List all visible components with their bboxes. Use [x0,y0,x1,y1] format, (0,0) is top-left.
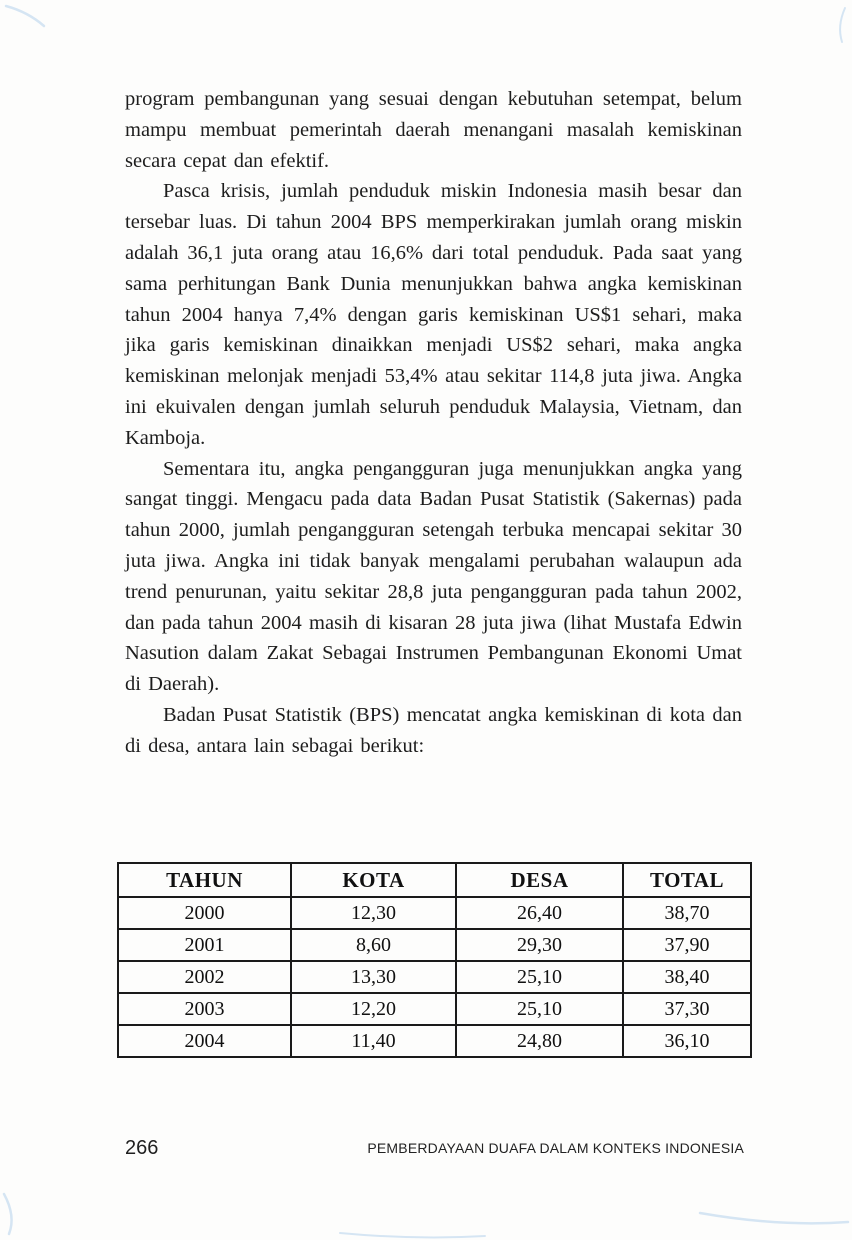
table-cell-total: 38,40 [622,960,752,994]
table-cell-desa: 25,10 [455,960,624,994]
table-header-total: TOTAL [622,862,752,898]
table-row: 2002 13,30 25,10 38,40 [117,960,752,994]
table-cell-year: 2000 [117,896,292,930]
table-cell-kota: 13,30 [290,960,457,994]
table-cell-year: 2004 [117,1024,292,1058]
body-paragraph: program pembangunan yang sesuai dengan k… [125,88,742,172]
table-cell-total: 38,70 [622,896,752,930]
table-row: 2004 11,40 24,80 36,10 [117,1024,752,1058]
table-header-kota: KOTA [290,862,457,898]
body-text: program pembangunan yang sesuai dengan k… [125,84,742,762]
table-cell-kota: 8,60 [290,928,457,962]
table-cell-year: 2003 [117,992,292,1026]
table-row: 2003 12,20 25,10 37,30 [117,992,752,1026]
table-cell-desa: 29,30 [455,928,624,962]
table-cell-total: 36,10 [622,1024,752,1058]
table-cell-desa: 24,80 [455,1024,624,1058]
page-number: 266 [125,1137,159,1159]
body-paragraph: Sementara itu, angka pengangguran juga m… [125,457,742,696]
poverty-statistics-table: TAHUN KOTA DESA TOTAL 2000 12,30 26,40 3… [117,862,752,1058]
table-cell-total: 37,30 [622,992,752,1026]
table-row: 2001 8,60 29,30 37,90 [117,928,752,962]
table-row: 2000 12,30 26,40 38,70 [117,896,752,930]
table-header-tahun: TAHUN [117,862,292,898]
table-cell-kota: 12,30 [290,896,457,930]
table-cell-desa: 25,10 [455,992,624,1026]
table-cell-desa: 26,40 [455,896,624,930]
table-cell-year: 2002 [117,960,292,994]
running-header-title: PEMBERDAYAAN DUAFA DALAM KONTEKS INDONES… [367,1140,744,1156]
table-header-desa: DESA [455,862,624,898]
table-cell-kota: 11,40 [290,1024,457,1058]
body-paragraph: Badan Pusat Statistik (BPS) mencatat ang… [125,703,742,757]
table-cell-kota: 12,20 [290,992,457,1026]
table-cell-total: 37,90 [622,928,752,962]
table-header-row: TAHUN KOTA DESA TOTAL [117,862,752,898]
body-paragraph: Pasca krisis, jumlah penduduk miskin Ind… [125,180,742,449]
table-cell-year: 2001 [117,928,292,962]
